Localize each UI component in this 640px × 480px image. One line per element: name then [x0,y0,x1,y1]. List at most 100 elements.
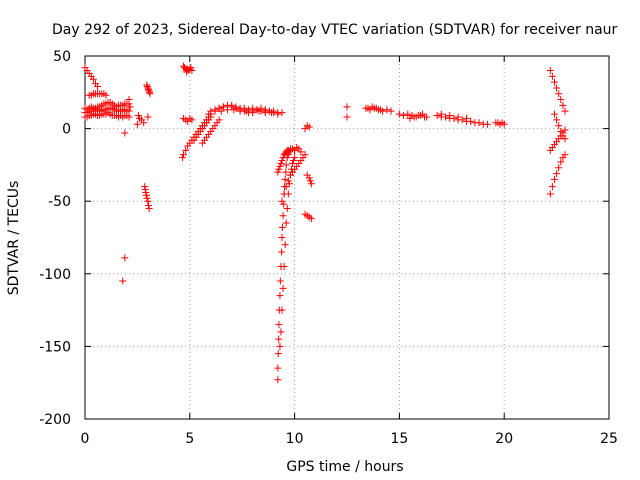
data-point [383,106,391,114]
data-point [278,248,286,256]
data-point [274,376,282,384]
data-point [125,96,133,104]
data-point [126,103,134,111]
data-point [89,75,97,83]
data-point [142,188,150,196]
data-point [289,159,297,167]
grid-lines [85,56,609,419]
data-point [500,120,508,128]
data-point [372,104,380,112]
data-point [553,170,561,178]
plot-frame [84,55,610,420]
data-point [144,197,152,205]
data-point [395,110,403,118]
data-point [141,183,149,191]
data-point [276,292,284,300]
data-point [217,107,225,115]
data-point [275,165,283,173]
data-point [284,177,292,185]
data-point [364,104,372,112]
data-point [561,126,569,134]
data-point [548,183,556,191]
data-point [279,284,287,292]
data-point [277,328,285,336]
data-point [146,90,154,98]
data-point [290,157,298,165]
x-axis-label: GPS time / hours [286,459,403,475]
data-point [187,64,195,72]
data-point [450,114,458,122]
data-point [255,107,263,115]
data-point [400,112,408,120]
data-points [81,62,569,384]
data-point [145,202,153,210]
y-tick-label: -50 [48,194,71,210]
data-point [551,110,559,118]
data-point [275,335,283,343]
data-point [274,364,282,372]
data-point [268,109,276,117]
data-point [276,342,284,350]
data-point [454,113,462,121]
data-point [546,67,554,75]
data-point [414,112,422,120]
y-tick-label: 0 [62,122,71,138]
data-point [133,120,141,128]
data-point [285,180,293,188]
data-point [437,110,445,118]
data-point [555,164,563,172]
data-point [180,151,188,159]
y-axis-label: SDTVAR / TECUs [6,181,22,296]
data-point [182,146,190,154]
data-point [307,180,315,188]
data-point [274,168,282,176]
data-point [561,151,569,159]
data-point [406,114,414,122]
data-point [446,112,454,120]
data-point [121,129,129,137]
data-point [274,350,282,358]
data-point [278,306,286,314]
x-tick-label: 20 [495,431,513,447]
data-point [236,107,244,115]
data-point [404,110,412,118]
data-point [242,107,250,115]
data-point [228,101,236,109]
data-point [467,117,475,125]
x-tick-label: 10 [286,431,304,447]
data-point [144,84,152,92]
data-point [305,123,313,131]
data-point [102,91,110,99]
axis-ticks: 0 5 10 15 20 25 -200 -150 -100 -50 0 50 [39,49,618,447]
data-point [278,223,286,231]
y-tick-label: -100 [39,267,71,283]
data-point [423,113,431,121]
data-point [278,197,286,205]
chart-title: Day 292 of 2023, Sidereal Day-to-day VTE… [52,22,618,38]
data-point [555,90,563,98]
data-point [145,87,153,95]
data-point [281,241,289,249]
data-point [377,106,385,114]
data-point [280,200,288,208]
data-point [277,159,285,167]
data-point [418,110,426,118]
data-point [462,114,470,122]
data-point [280,263,288,271]
data-point [134,112,142,120]
data-point [301,151,309,159]
data-point [483,120,491,128]
data-point [142,191,150,199]
data-point [188,67,196,75]
data-point [458,116,466,124]
x-tick-label: 5 [185,431,194,447]
data-point [276,162,284,170]
data-point [546,190,554,198]
data-point [551,78,559,86]
y-tick-label: -200 [39,412,71,428]
data-point [387,107,395,115]
data-point [188,116,196,124]
data-point [301,125,309,133]
data-point [475,119,483,127]
